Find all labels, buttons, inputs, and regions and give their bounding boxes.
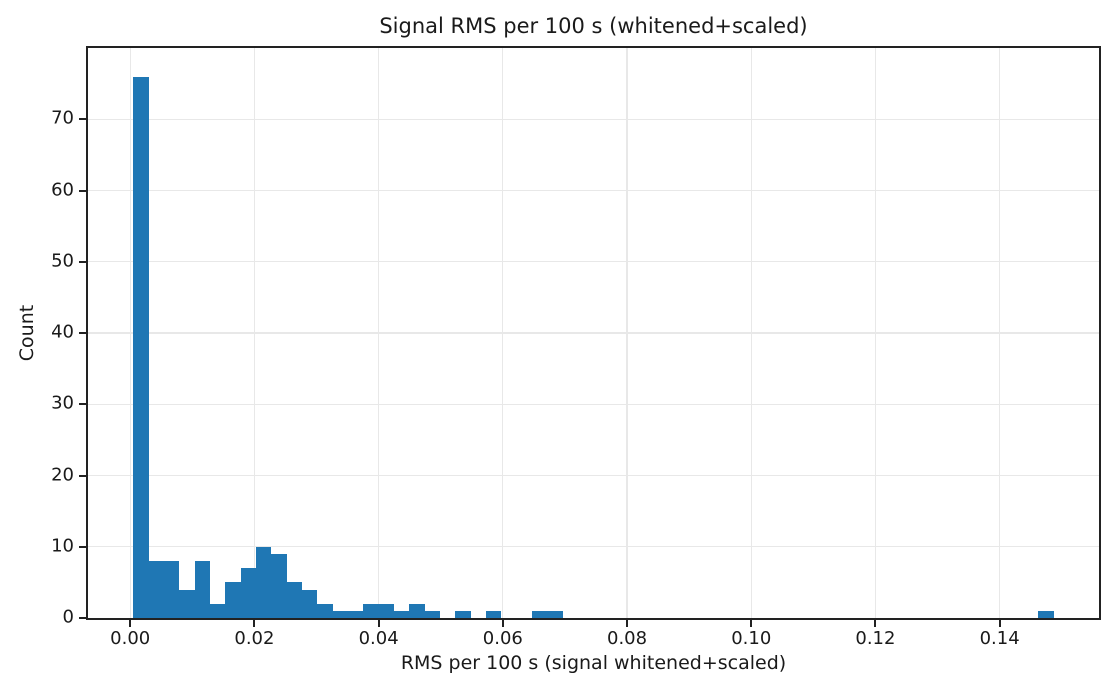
- histogram-bar: [486, 610, 501, 618]
- y-tick-label: 0: [62, 606, 74, 628]
- x-axis-label: RMS per 100 s (signal whitened+scaled): [400, 652, 787, 674]
- x-tick-mark: [874, 620, 877, 627]
- x-tick-label: 0.06: [482, 628, 523, 649]
- histogram-bar: [164, 561, 179, 618]
- histogram-bar: [149, 561, 164, 618]
- histogram-bar: [271, 553, 287, 618]
- histogram-bar: [348, 610, 363, 618]
- gridline-horizontal: [88, 474, 1099, 477]
- histogram-bar: [317, 603, 333, 618]
- histogram-bar: [455, 610, 471, 618]
- x-tick-label: 0.12: [855, 628, 896, 649]
- x-tick-label: 0.02: [234, 628, 275, 649]
- x-tick-label: 0.10: [731, 628, 772, 649]
- histogram-bar: [1038, 610, 1054, 618]
- plot-area: [86, 46, 1101, 620]
- histogram-bar: [333, 610, 348, 618]
- y-tick-label: 30: [51, 392, 74, 414]
- x-tick-mark: [253, 620, 256, 627]
- histogram-bar: [287, 582, 302, 618]
- y-tick-label: 10: [51, 535, 74, 557]
- histogram-bar: [210, 603, 225, 618]
- gridline-horizontal: [88, 118, 1099, 120]
- y-tick-mark: [79, 545, 86, 548]
- gridline-horizontal: [88, 332, 1099, 334]
- histogram-bar: [133, 76, 149, 618]
- histogram-bar: [394, 610, 409, 618]
- y-tick-mark: [79, 332, 86, 334]
- gridline-horizontal: [88, 403, 1099, 405]
- x-tick-mark: [750, 620, 753, 627]
- histogram-bar: [363, 603, 379, 618]
- histogram-bar: [425, 610, 440, 618]
- gridline-horizontal: [88, 189, 1099, 192]
- x-tick-mark: [377, 620, 380, 627]
- histogram-bar: [225, 582, 241, 618]
- y-tick-mark: [79, 118, 86, 121]
- x-tick-label: 0.08: [606, 628, 648, 649]
- y-tick-label: 50: [51, 250, 74, 272]
- histogram-bar: [179, 589, 195, 618]
- histogram-bar: [241, 568, 256, 618]
- plot-inner: [88, 48, 1099, 618]
- chart-title: Signal RMS per 100 s (whitened+scaled): [379, 14, 808, 38]
- gridline-horizontal: [88, 546, 1099, 548]
- histogram-bar: [379, 603, 394, 618]
- y-tick-label: 40: [51, 321, 74, 343]
- y-tick-mark: [79, 403, 86, 406]
- histogram-bar: [547, 610, 563, 618]
- x-tick-label: 0.04: [358, 628, 399, 649]
- y-tick-label: 20: [51, 463, 74, 485]
- y-tick-mark: [79, 474, 86, 477]
- y-tick-mark: [79, 260, 86, 263]
- histogram-bar: [256, 546, 271, 618]
- x-tick-mark: [998, 620, 1001, 627]
- x-tick-label: 0.14: [979, 628, 1020, 649]
- x-tick-mark: [626, 620, 629, 627]
- y-tick-mark: [79, 189, 86, 192]
- y-axis-label: Count: [16, 304, 38, 362]
- y-tick-mark: [79, 617, 86, 619]
- x-tick-label: 0.00: [110, 628, 151, 649]
- y-tick-label: 60: [51, 178, 74, 200]
- x-tick-mark: [501, 620, 504, 627]
- x-tick-mark: [129, 620, 132, 627]
- histogram-bar: [195, 561, 210, 618]
- histogram-bar: [409, 603, 425, 618]
- histogram-bar: [302, 589, 317, 618]
- y-tick-label: 70: [51, 107, 74, 129]
- gridline-horizontal: [88, 261, 1099, 263]
- histogram-bar: [532, 610, 547, 618]
